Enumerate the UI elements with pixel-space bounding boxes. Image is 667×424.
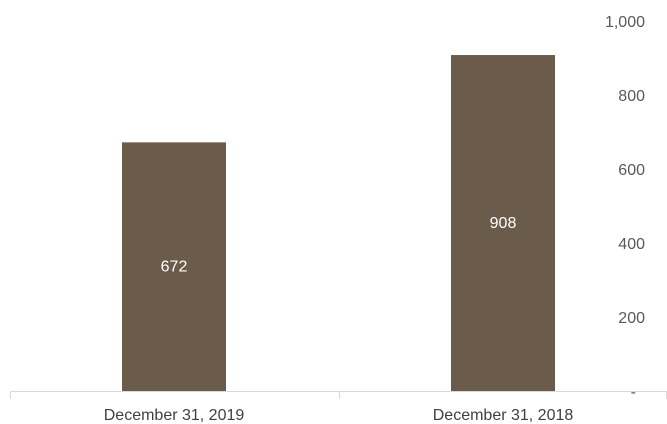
x-axis-ticks-group xyxy=(10,391,667,399)
category-label-1: December 31, 2018 xyxy=(433,407,574,424)
category-label-0: December 31, 2019 xyxy=(104,407,245,424)
data-label-0: 672 xyxy=(161,259,188,276)
y-tick-label-3: 600 xyxy=(618,162,645,179)
bar-1 xyxy=(451,55,555,391)
y-tick-label-5: 1,000 xyxy=(605,14,645,31)
data-labels-group: 672 908 xyxy=(161,215,517,276)
y-tick-label-2: 400 xyxy=(618,236,645,253)
y-tick-label-4: 800 xyxy=(618,88,645,105)
y-tick-label-0: - xyxy=(631,384,636,401)
bars-group xyxy=(122,55,555,391)
category-labels-group: December 31, 2019 December 31, 2018 xyxy=(104,407,574,424)
data-label-1: 908 xyxy=(490,215,517,232)
y-tick-label-1: 200 xyxy=(618,310,645,327)
bar-0 xyxy=(122,142,226,391)
y-axis-tick-labels-group: - 200 400 600 800 1,000 xyxy=(605,14,645,401)
